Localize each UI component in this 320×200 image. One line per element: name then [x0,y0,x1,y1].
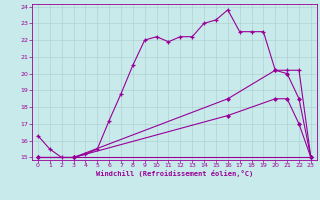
X-axis label: Windchill (Refroidissement éolien,°C): Windchill (Refroidissement éolien,°C) [96,170,253,177]
